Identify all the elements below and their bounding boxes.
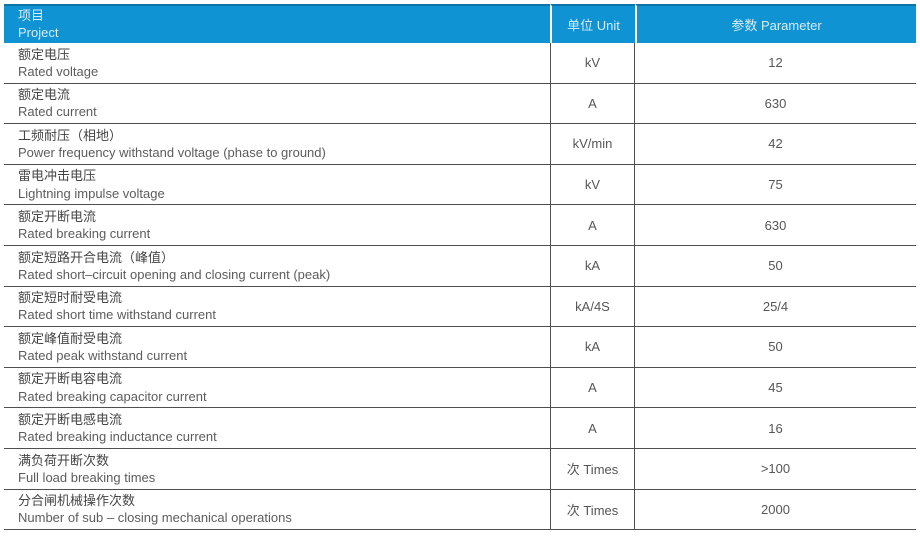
table-row: 额定开断电感电流 Rated breaking inductance curre… bbox=[4, 408, 916, 449]
project-cell: 额定短路开合电流（峰值） Rated short–circuit opening… bbox=[4, 246, 550, 286]
project-name-cn: 额定开断电感电流 bbox=[18, 411, 123, 427]
unit-cell: A bbox=[550, 408, 635, 448]
parameter-cell: >100 bbox=[760, 461, 791, 477]
unit-cell: kV/min bbox=[550, 124, 635, 164]
parameter-cell: 630 bbox=[764, 95, 787, 111]
parameter-cell: 25/4 bbox=[762, 298, 789, 314]
parameter-cell: 16 bbox=[768, 420, 783, 436]
project-name-cn: 工频耐压（相地） bbox=[18, 127, 123, 143]
project-name-en: Rated breaking capacitor current bbox=[18, 388, 207, 404]
table-header: 项目 Project 单位 Unit 参数 Parameter bbox=[4, 4, 916, 43]
unit-cell: kA/4S bbox=[550, 286, 635, 327]
project-name-cn: 额定开断电流 bbox=[18, 209, 97, 225]
project-name-cn: 额定开断电容电流 bbox=[18, 371, 123, 387]
table-row: 额定短路开合电流（峰值） Rated short–circuit opening… bbox=[4, 245, 916, 287]
table-row: 额定峰值耐受电流 Rated peak withstand current kA… bbox=[4, 327, 916, 368]
page: 项目 Project 单位 Unit 参数 Parameter 额定电压 Rat… bbox=[4, 4, 916, 531]
unit-cell: kA bbox=[550, 245, 635, 286]
project-name-cn: 额定短时耐受电流 bbox=[18, 290, 123, 306]
project-name-en: Rated short time withstand current bbox=[18, 307, 216, 323]
project-name-en: Rated short–circuit opening and closing … bbox=[18, 266, 331, 282]
project-cell: 额定短时耐受电流 Rated short time withstand curr… bbox=[4, 287, 550, 327]
project-name-cn: 满负荷开断次数 bbox=[18, 452, 110, 468]
project-name-en: Rated voltage bbox=[18, 63, 99, 79]
table-row: 雷电冲击电压 Lightning impulse voltage kV 75 bbox=[4, 164, 916, 206]
spec-table: 项目 Project 单位 Unit 参数 Parameter 额定电压 Rat… bbox=[4, 4, 916, 531]
header-project-cell: 项目 Project bbox=[4, 4, 550, 43]
project-name-en: Rated current bbox=[18, 104, 97, 120]
unit-cell: A bbox=[550, 367, 635, 408]
header-project-en: Project bbox=[18, 24, 59, 40]
project-name-cn: 额定电流 bbox=[18, 87, 71, 103]
table-row: 分合闸机械操作次数 Number of sub – closing mechan… bbox=[4, 489, 916, 531]
project-name-cn: 额定电压 bbox=[18, 46, 71, 62]
header-project-cn: 项目 bbox=[18, 7, 45, 23]
project-name-en: Full load breaking times bbox=[18, 469, 156, 485]
parameter-cell: 50 bbox=[768, 339, 783, 355]
parameter-cell: 45 bbox=[768, 380, 783, 396]
parameter-cell: 42 bbox=[768, 136, 783, 152]
table-row: 额定开断电容电流 Rated breaking capacitor curren… bbox=[4, 367, 916, 409]
table-row: 额定电压 Rated voltage kV 12 bbox=[4, 43, 916, 84]
project-name-en: Lightning impulse voltage bbox=[18, 185, 165, 201]
project-cell: 额定电压 Rated voltage bbox=[4, 43, 550, 83]
project-name-en: Power frequency withstand voltage (phase… bbox=[18, 144, 326, 160]
unit-cell: 次 Times bbox=[550, 448, 635, 489]
project-name-en: Rated breaking inductance current bbox=[18, 429, 217, 445]
parameter-cell: 2000 bbox=[761, 501, 790, 517]
project-cell: 额定电流 Rated current bbox=[4, 84, 550, 124]
project-name-cn: 额定峰值耐受电流 bbox=[18, 330, 123, 346]
table-row: 工频耐压（相地） Power frequency withstand volta… bbox=[4, 124, 916, 165]
parameter-cell: 50 bbox=[768, 258, 783, 274]
project-cell: 雷电冲击电压 Lightning impulse voltage bbox=[4, 165, 550, 205]
project-name-cn: 额定短路开合电流（峰值） bbox=[18, 249, 175, 265]
table-row: 额定短时耐受电流 Rated short time withstand curr… bbox=[4, 286, 916, 328]
project-name-en: Number of sub – closing mechanical opera… bbox=[18, 510, 292, 526]
project-cell: 额定开断电流 Rated breaking current bbox=[4, 205, 550, 245]
project-cell: 分合闸机械操作次数 Number of sub – closing mechan… bbox=[4, 490, 550, 530]
unit-cell: kA bbox=[550, 327, 635, 367]
project-name-cn: 雷电冲击电压 bbox=[18, 168, 97, 184]
project-name-en: Rated peak withstand current bbox=[18, 347, 188, 363]
parameter-cell: 630 bbox=[764, 217, 787, 233]
project-cell: 工频耐压（相地） Power frequency withstand volta… bbox=[4, 124, 550, 164]
project-name-cn: 分合闸机械操作次数 bbox=[18, 493, 136, 509]
project-name-en: Rated breaking current bbox=[18, 226, 151, 242]
parameter-cell: 75 bbox=[768, 177, 783, 193]
parameter-cell: 12 bbox=[768, 55, 783, 71]
project-cell: 额定开断电容电流 Rated breaking capacitor curren… bbox=[4, 368, 550, 408]
project-cell: 额定峰值耐受电流 Rated peak withstand current bbox=[4, 327, 550, 367]
table-row: 满负荷开断次数 Full load breaking times 次 Times… bbox=[4, 448, 916, 490]
project-cell: 满负荷开断次数 Full load breaking times bbox=[4, 449, 550, 489]
header-parameter-cell: 参数 Parameter bbox=[635, 4, 916, 43]
project-cell: 额定开断电感电流 Rated breaking inductance curre… bbox=[4, 408, 550, 448]
unit-cell: kV bbox=[550, 43, 635, 83]
table-row: 额定电流 Rated current A 630 bbox=[4, 83, 916, 125]
unit-cell: 次 Times bbox=[550, 489, 635, 530]
unit-cell: A bbox=[550, 205, 635, 245]
header-unit-cell: 单位 Unit bbox=[550, 4, 635, 43]
unit-cell: A bbox=[550, 83, 635, 124]
table-row: 额定开断电流 Rated breaking current A 630 bbox=[4, 205, 916, 246]
unit-cell: kV bbox=[550, 164, 635, 205]
